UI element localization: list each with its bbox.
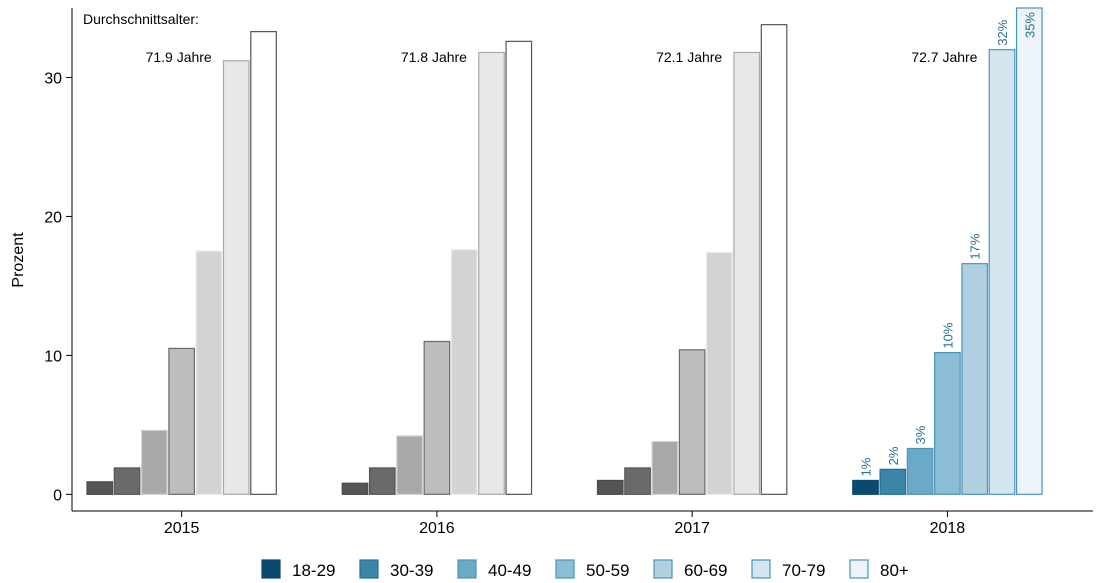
- y-axis-title: Prozent: [10, 232, 27, 288]
- x-tick-label: 2015: [164, 520, 200, 537]
- legend-label: 30-39: [390, 561, 433, 580]
- bar-2018-50-59: [934, 351, 961, 495]
- bar-2016-40-49: [396, 435, 423, 495]
- y-tick-label: 20: [44, 209, 62, 226]
- bar-2015-40-49: [141, 429, 168, 495]
- legend-item-18-29: 18-29: [261, 559, 335, 580]
- bar-2017-70-79: [733, 51, 761, 495]
- y-axis: 0 10 20 30 Prozent: [10, 8, 73, 511]
- bar-2016-80+: [505, 40, 533, 495]
- bar-2015-30-39: [113, 467, 141, 495]
- x-axis: 2015 2016 2017 2018: [72, 510, 1093, 537]
- bar-2015-70-79: [222, 60, 250, 495]
- legend-swatch: [261, 559, 281, 579]
- bar-2015-80+: [250, 31, 277, 495]
- legend-item-50-59: 50-59: [555, 559, 629, 580]
- legend-item-80+: 80+: [849, 559, 909, 580]
- legend-swatch: [849, 559, 869, 579]
- x-tick-label: 2017: [674, 520, 710, 537]
- legend-label: 40-49: [488, 561, 531, 580]
- bar-2015-50-59: [168, 347, 195, 495]
- data-label-60-69: 17%: [968, 233, 983, 259]
- legend-item-70-79: 70-79: [751, 559, 825, 580]
- bar-2015-18-29: [86, 481, 114, 495]
- legend-label: 60-69: [684, 561, 727, 580]
- average-age-2016: 71.8 Jahre: [401, 49, 467, 65]
- legend-swatch: [653, 559, 673, 579]
- x-tick-label: 2016: [419, 520, 455, 537]
- legend-label: 70-79: [782, 561, 825, 580]
- bar-2017-30-39: [624, 467, 651, 495]
- y-tick-label: 0: [53, 487, 62, 504]
- bar-2017-40-49: [651, 440, 679, 495]
- data-labels-layer: 1% 2% 3% 10% 17% 32% 35%: [859, 12, 1038, 477]
- bar-2018-80+: [1015, 7, 1043, 495]
- data-label-18-29: 1%: [859, 457, 874, 476]
- legend: 18-29 30-39 40-49 50-59 60-69 70-79 80+: [261, 559, 909, 580]
- bar-2018-70-79: [988, 49, 1016, 495]
- bar-2018-60-69: [961, 263, 989, 495]
- bar-group-2015: [86, 31, 277, 495]
- bar-group-2017: [596, 24, 788, 495]
- y-tick-label: 10: [44, 348, 62, 365]
- data-label-30-39: 2%: [886, 446, 901, 465]
- y-tick-label: 30: [44, 70, 62, 87]
- bar-2016-70-79: [478, 51, 505, 495]
- data-label-50-59: 10%: [940, 322, 955, 348]
- legend-label: 50-59: [586, 561, 629, 580]
- legend-swatch: [751, 559, 771, 579]
- bar-2018-40-49: [906, 447, 934, 495]
- bar-2016-60-69: [450, 249, 478, 495]
- average-age-labels: 71.9 Jahre 71.8 Jahre 72.1 Jahre 72.7 Jahre: [146, 49, 978, 65]
- legend-label: 80+: [880, 561, 909, 580]
- average-age-heading: Durchschnittsalter:: [83, 11, 199, 27]
- average-age-2018: 72.7 Jahre: [911, 49, 977, 65]
- data-label-80+: 35%: [1022, 12, 1037, 38]
- bar-2017-60-69: [706, 251, 733, 495]
- y-ticks: 0 10 20 30: [44, 70, 72, 504]
- legend-label: 18-29: [292, 561, 335, 580]
- bar-2016-30-39: [368, 467, 396, 495]
- data-label-40-49: 3%: [913, 425, 928, 444]
- bar-2017-80+: [760, 24, 788, 495]
- bar-2017-50-59: [678, 349, 706, 495]
- data-label-70-79: 32%: [995, 19, 1010, 45]
- x-ticks: 2015 2016 2017 2018: [164, 511, 965, 537]
- bar-2016-18-29: [341, 482, 369, 495]
- legend-item-60-69: 60-69: [653, 559, 727, 580]
- legend-item-40-49: 40-49: [457, 559, 531, 580]
- bar-group-2016: [341, 40, 533, 495]
- legend-swatch: [457, 559, 477, 579]
- bar-2015-60-69: [195, 250, 223, 495]
- legend-item-30-39: 30-39: [359, 559, 433, 580]
- x-tick-label: 2018: [930, 520, 966, 537]
- legend-swatch: [359, 559, 379, 579]
- bar-group-2018: [852, 7, 1043, 495]
- bar-2016-50-59: [423, 340, 451, 495]
- bar-2018-18-29: [852, 479, 879, 495]
- average-age-2017: 72.1 Jahre: [656, 49, 722, 65]
- bar-2017-18-29: [596, 479, 624, 495]
- bar-2018-30-39: [879, 468, 907, 495]
- legend-swatch: [555, 559, 575, 579]
- average-age-2015: 71.9 Jahre: [146, 49, 212, 65]
- bars-layer: [86, 7, 1043, 495]
